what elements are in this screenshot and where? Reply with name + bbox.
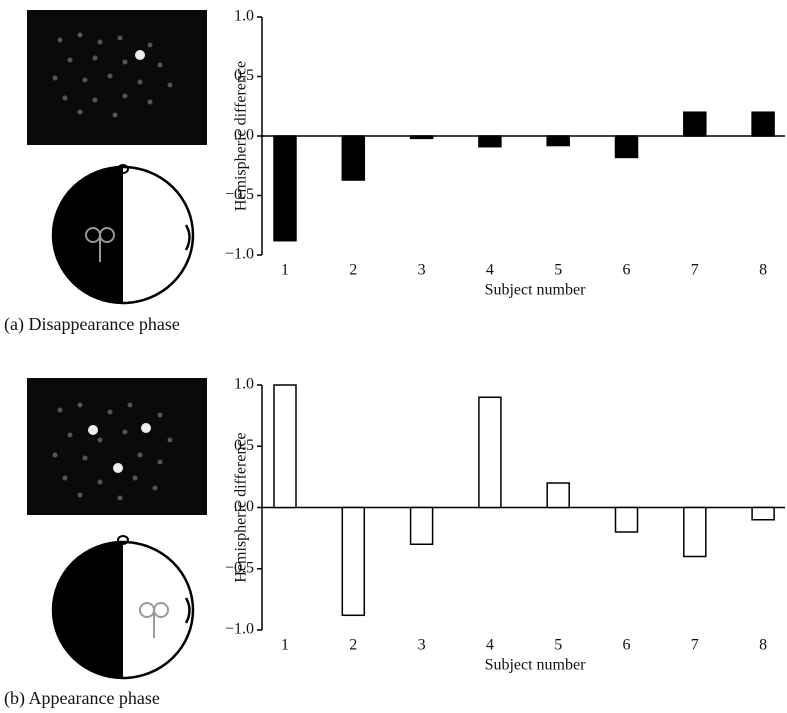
y-tick-label: 0.5 (234, 67, 254, 84)
bar (614, 506, 639, 533)
x-tick-label: 3 (418, 637, 426, 654)
x-tick-label: 1 (281, 262, 289, 279)
x-tick-label: 8 (759, 637, 767, 654)
y-tick-label: 0.5 (234, 437, 254, 454)
x-tick-label: 5 (554, 262, 562, 279)
stimulus-illustration (27, 378, 207, 515)
x-tick-label: 6 (623, 637, 631, 654)
y-tick-label: 1.0 (234, 376, 254, 393)
bar (478, 135, 502, 148)
head-illustration (51, 535, 195, 680)
x-tick-label: 5 (554, 637, 562, 654)
bar (409, 506, 434, 545)
x-axis-label: Subject number (485, 282, 587, 299)
bar (341, 135, 366, 181)
x-tick-label: 2 (349, 262, 357, 279)
x-tick-label: 4 (486, 637, 494, 654)
bar (341, 506, 366, 617)
x-tick-label: 3 (418, 262, 426, 279)
bar (614, 135, 639, 159)
y-tick-label: −1.0 (225, 246, 254, 263)
x-tick-label: 6 (623, 262, 631, 279)
stimulus-illustration (27, 10, 207, 145)
x-tick-label: 4 (486, 262, 494, 279)
bar (478, 396, 502, 509)
x-tick-label: 1 (281, 637, 289, 654)
x-axis-label: Subject number (485, 657, 587, 674)
x-tick-label: 8 (759, 262, 767, 279)
y-axis-label: Hemispheric difference (233, 432, 250, 582)
bar (683, 111, 707, 137)
bar (751, 111, 775, 137)
y-tick-label: −0.5 (225, 186, 254, 203)
x-tick-label: 7 (691, 262, 699, 279)
bar (683, 506, 707, 558)
caption: (b) Appearance phase (4, 688, 160, 709)
bar (409, 135, 434, 140)
x-tick-label: 2 (349, 637, 357, 654)
bar (273, 384, 297, 509)
bar (546, 482, 570, 509)
y-tick-label: 1.0 (234, 8, 254, 25)
y-tick-label: −0.5 (225, 559, 254, 576)
y-axis-label: Hemispheric difference (233, 61, 250, 211)
head-illustration (51, 164, 195, 305)
x-tick-label: 7 (691, 637, 699, 654)
bar (273, 135, 297, 242)
caption: (a) Disappearance phase (4, 314, 180, 335)
bar (546, 135, 570, 147)
bar (751, 506, 775, 521)
y-tick-label: 0.0 (234, 498, 254, 515)
y-tick-label: 0.0 (234, 127, 254, 144)
y-tick-label: −1.0 (225, 621, 254, 638)
